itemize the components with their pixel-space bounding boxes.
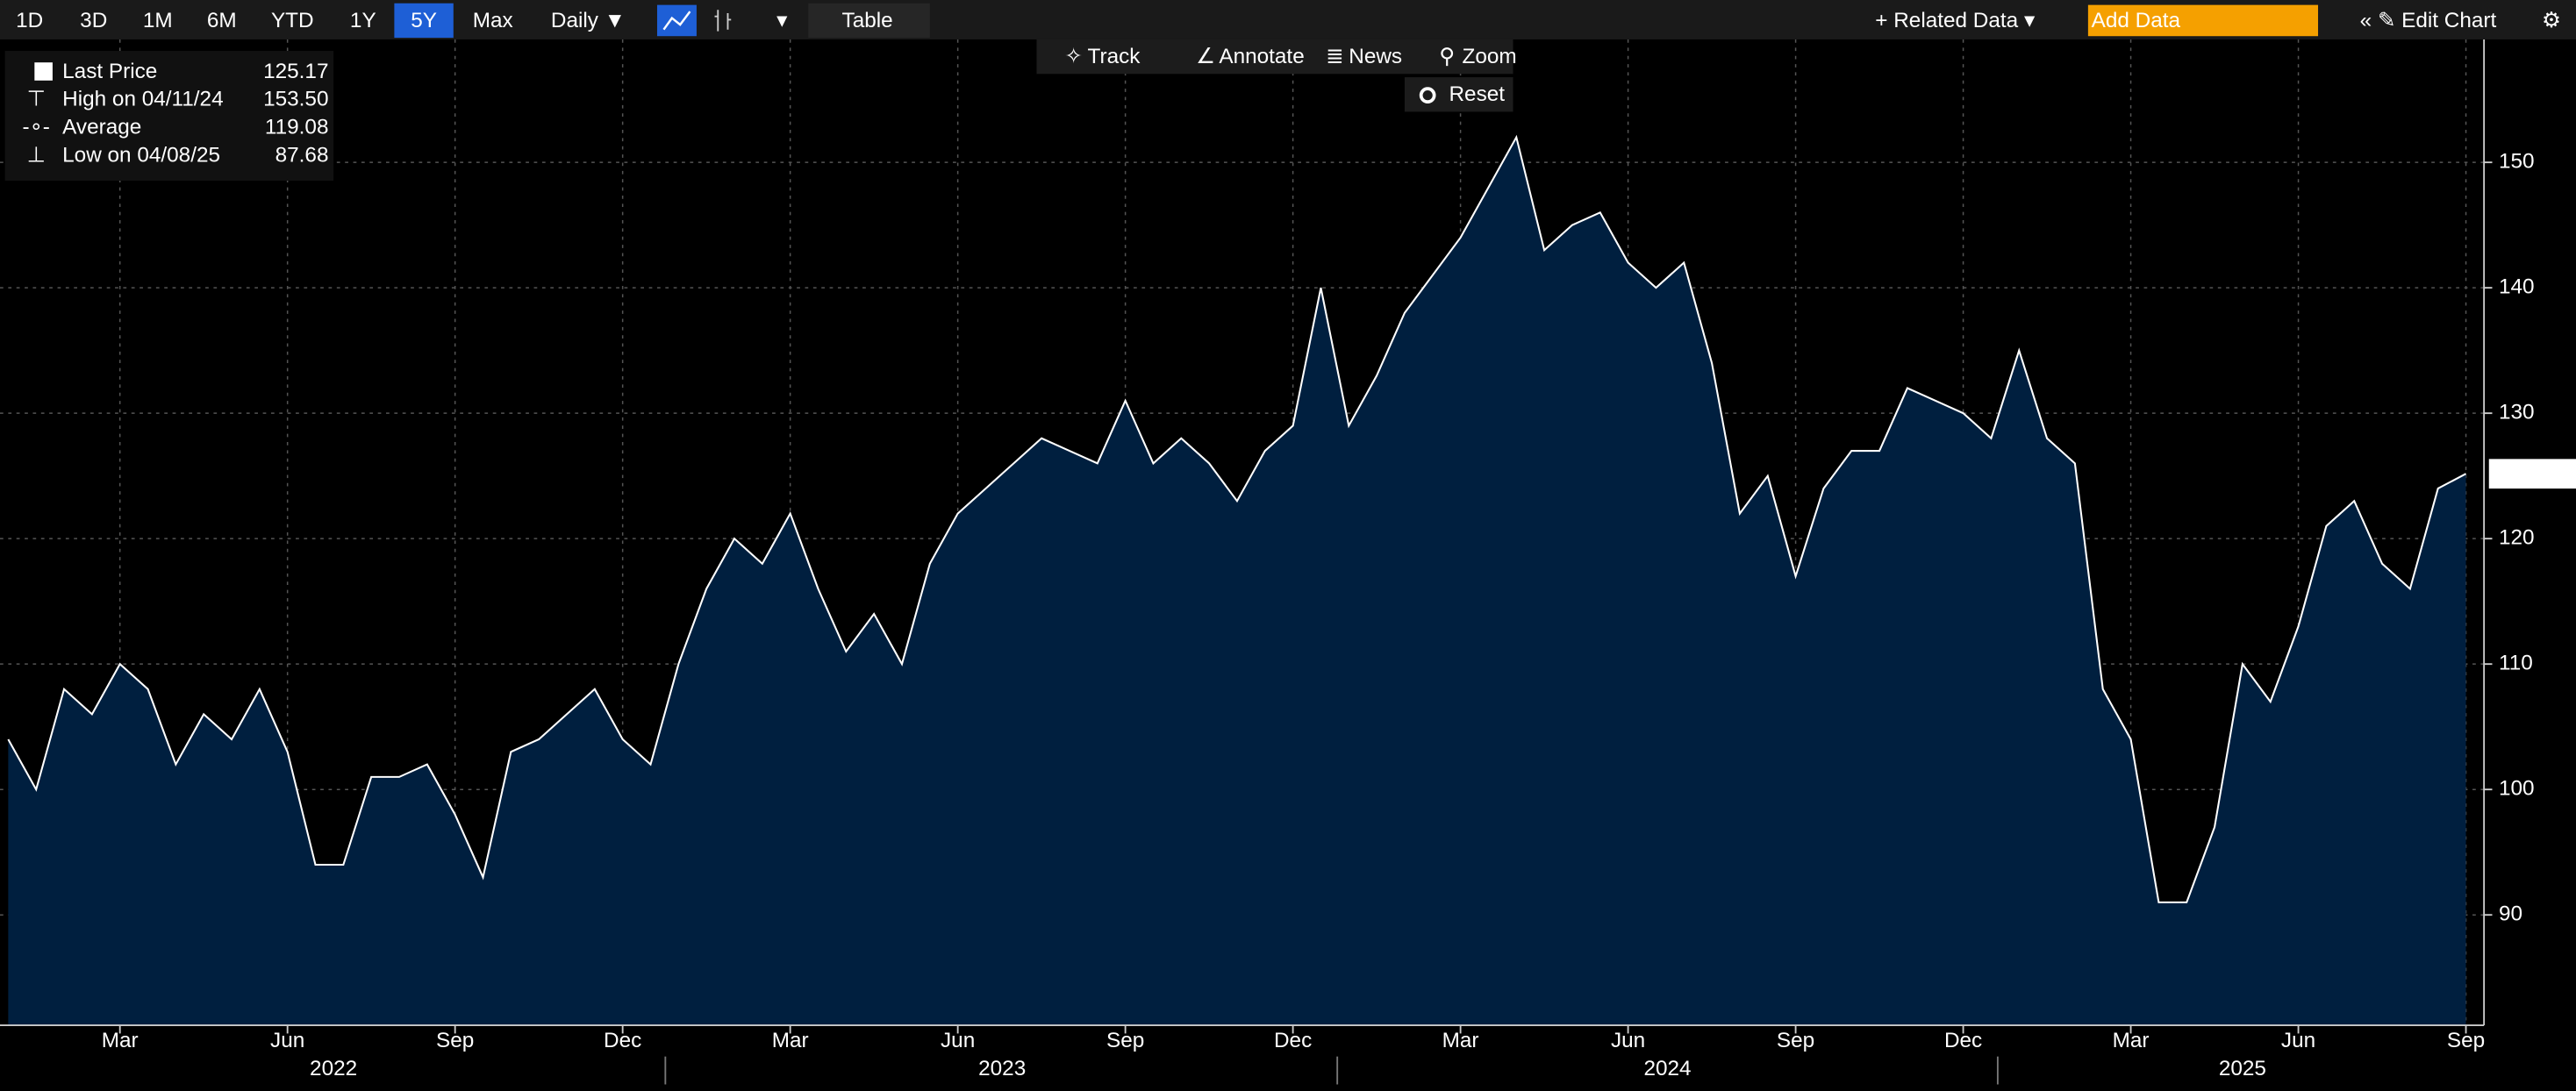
stat-label: Low on 04/08/25 <box>62 143 220 167</box>
y-tick-label: 90 <box>2499 902 2522 926</box>
x-tick-label: Mar <box>102 1029 139 1052</box>
y-tick-label: 110 <box>2499 652 2533 675</box>
frequency-dropdown[interactable]: Daily ▼ <box>551 9 626 32</box>
legend-bg <box>4 51 334 182</box>
x-tick-label: Mar <box>1442 1029 1479 1052</box>
more-dropdown: ▾ <box>776 9 787 32</box>
settings-icon: ⚙ <box>2542 9 2561 32</box>
x-tick-label: Mar <box>2113 1029 2150 1052</box>
range-button[interactable]: Max <box>473 9 513 32</box>
stat-value: 87.68 <box>275 143 329 167</box>
tool-icon: ≣ <box>1326 45 1343 68</box>
x-tick-label: Jun <box>1611 1029 1645 1052</box>
range-button[interactable]: 3D <box>80 9 107 32</box>
legend-swatch <box>34 62 53 81</box>
x-tick-label: Jun <box>2281 1029 2315 1052</box>
year-label: 2025 <box>2219 1057 2266 1080</box>
tool-icon: ✧ <box>1064 45 1082 68</box>
line-chart-icon[interactable] <box>656 4 697 37</box>
year-label: 2024 <box>1643 1057 1691 1080</box>
x-tick-label: Jun <box>941 1029 975 1052</box>
x-tick-label: Sep <box>1777 1029 1814 1052</box>
range-button[interactable]: 1D <box>16 9 43 32</box>
x-tick-label: Jun <box>270 1029 304 1052</box>
stat-label: High on 04/11/24 <box>62 88 223 111</box>
last-price-label: 125.17 <box>2499 461 2564 485</box>
y-tick-label: 150 <box>2499 150 2535 174</box>
year-label: 2023 <box>978 1057 1026 1080</box>
edit-chart[interactable]: « ✎ Edit Chart <box>2360 9 2497 32</box>
stat-label: Average <box>62 116 141 139</box>
area-fill <box>8 137 2466 1026</box>
y-tick-label: 130 <box>2499 401 2535 424</box>
tool-button[interactable]: News <box>1349 45 1402 68</box>
stat-icon: -∘- <box>22 116 49 139</box>
x-tick-label: Sep <box>1106 1029 1144 1052</box>
tool-button[interactable]: Annotate <box>1219 45 1304 68</box>
year-label: 2022 <box>310 1057 357 1080</box>
legend-label: Last Price <box>62 60 157 83</box>
last-price-tag <box>2488 459 2576 489</box>
y-tick-label: 100 <box>2499 777 2535 801</box>
tools-bg <box>1036 39 1513 75</box>
stat-icon: ⊥ <box>27 143 46 167</box>
x-tick-label: Dec <box>1944 1029 1982 1052</box>
reset-button[interactable]: Reset <box>1449 82 1506 106</box>
range-selected <box>394 3 454 39</box>
reset-icon <box>1419 87 1436 104</box>
range-button[interactable]: 6M <box>207 9 237 32</box>
range-button[interactable]: 1M <box>143 9 173 32</box>
add-data-placeholder: Add Data <box>2092 9 2181 32</box>
x-tick-label: Mar <box>772 1029 809 1052</box>
stat-value: 119.08 <box>265 116 329 139</box>
legend-value: 125.17 <box>263 60 328 83</box>
range-button[interactable]: 5Y <box>411 9 437 32</box>
table-button[interactable]: Table <box>842 9 893 32</box>
y-tick-label: 140 <box>2499 275 2535 299</box>
tool-button[interactable]: Track <box>1088 45 1141 68</box>
related-data[interactable]: + Related Data ▾ <box>1875 9 2035 32</box>
add-data-input[interactable] <box>2087 4 2319 37</box>
tool-button[interactable]: Zoom <box>1462 45 1516 68</box>
x-tick-label: Dec <box>604 1029 641 1052</box>
price-line <box>7 134 2467 903</box>
stat-value: 153.50 <box>263 88 328 111</box>
y-tick-label: 120 <box>2499 526 2535 550</box>
x-tick-label: Sep <box>2447 1029 2485 1052</box>
table-button-bg <box>808 3 930 39</box>
line-chart-glyph <box>662 11 691 31</box>
tool-icon: ∠ <box>1196 45 1215 68</box>
stat-icon: ⊤ <box>27 88 46 111</box>
x-tick-label: Dec <box>1274 1029 1312 1052</box>
x-tick-label: Sep <box>436 1029 474 1052</box>
tool-icon: ⚲ <box>1439 45 1455 68</box>
range-button[interactable]: YTD <box>271 9 314 32</box>
bar-chart-icon[interactable] <box>714 10 732 32</box>
range-button[interactable]: 1Y <box>350 9 376 32</box>
